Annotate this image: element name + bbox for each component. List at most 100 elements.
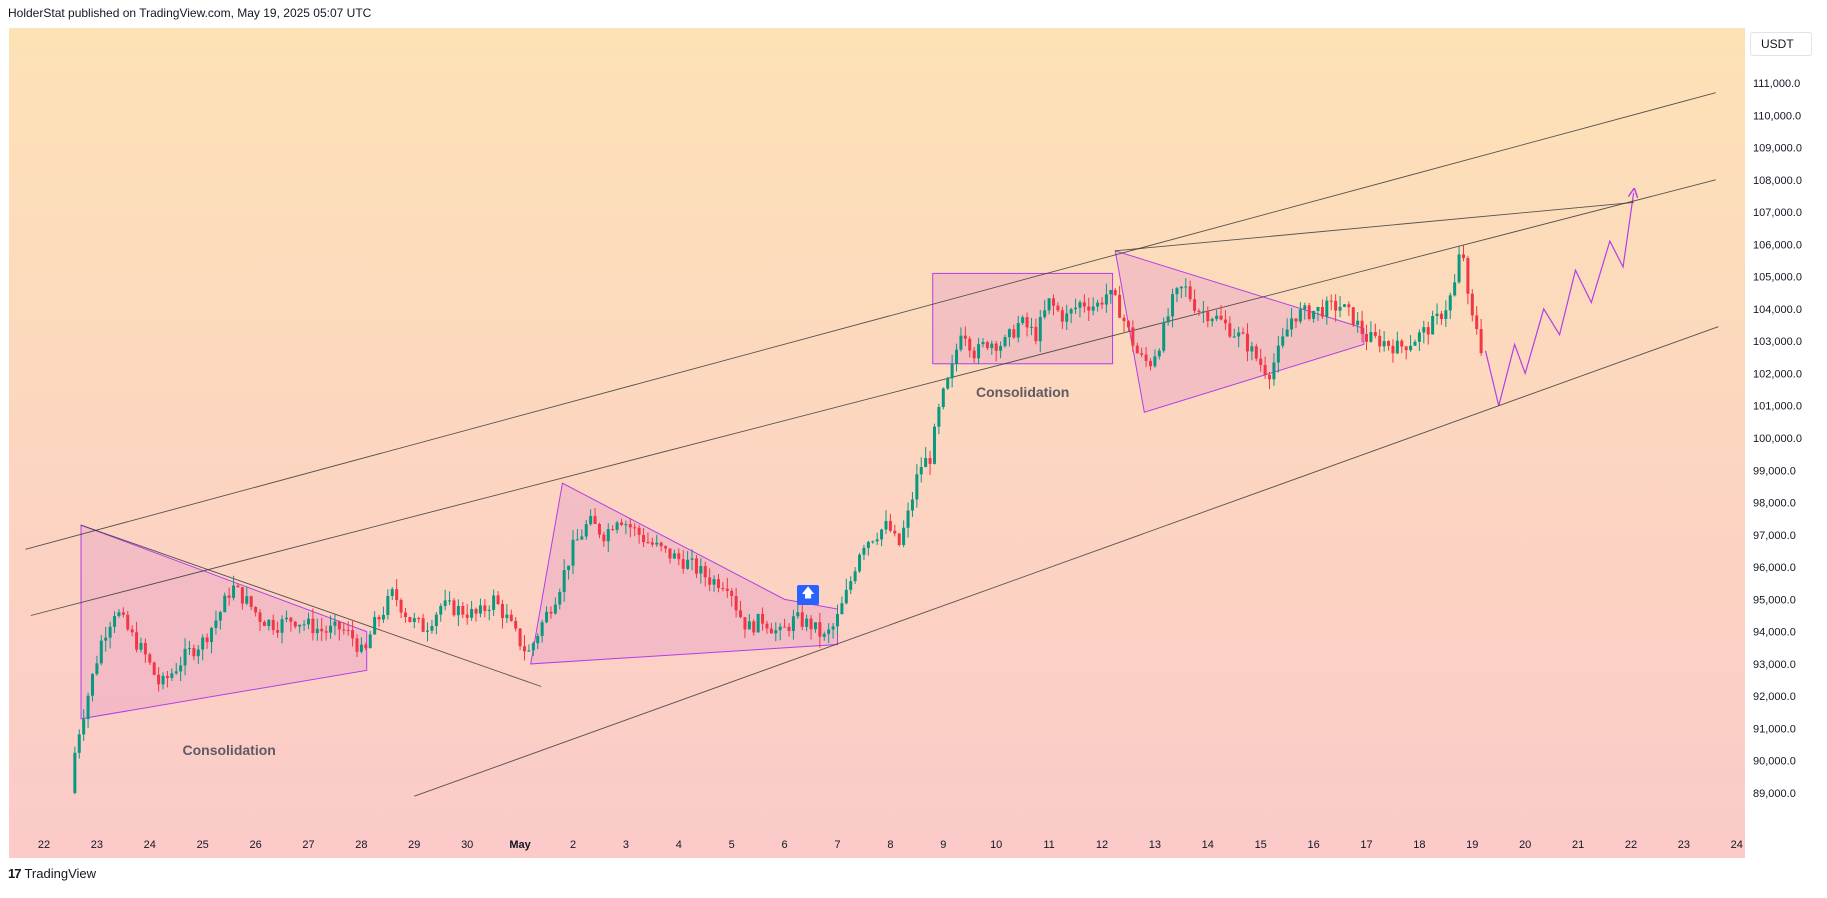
candle-body [800,612,804,627]
candle-body [386,596,390,615]
candle-body [681,559,685,569]
candle-body [1479,328,1483,354]
candle-body [1312,310,1316,319]
candle-body [355,638,359,652]
candle-body [82,719,86,735]
candle-body [245,596,249,604]
candle-body [1254,346,1258,359]
candle-body [1444,310,1448,319]
candle-body [1148,360,1152,367]
x-tick-label: 5 [729,839,735,851]
candle-body [853,571,857,582]
candle-body [1223,319,1227,324]
currency-label[interactable]: USDT [1750,32,1812,56]
candle-body [1012,329,1016,338]
candle-body [985,342,989,349]
candle-body [359,644,363,652]
candle-body [1069,309,1073,314]
candle-body [611,529,615,531]
candle-body [1268,374,1272,380]
candle-body [403,612,407,618]
y-tick-label: 91,000.0 [1753,723,1796,735]
x-tick-label: 7 [834,839,840,851]
trendline[interactable] [80,524,542,687]
candle-body [448,600,452,602]
x-tick-label: 21 [1572,839,1584,851]
trendline[interactable] [414,326,1719,797]
candle-body [523,646,527,652]
y-tick-label: 97,000.0 [1753,530,1796,542]
candle-body [796,612,800,617]
candle-body [1052,298,1056,306]
candle-body [831,626,835,630]
candle-body [113,615,117,627]
candle-body [1100,302,1104,305]
candle-body [694,558,698,574]
candle-body [1237,332,1241,337]
candle-body [1245,333,1249,352]
candle-body [1219,315,1223,320]
up-arrow-icon[interactable]: 🡅 [797,585,819,605]
x-tick-label: 24 [144,839,156,851]
candle-body [1043,310,1047,318]
candle-body [135,632,139,650]
candle-body [932,426,936,464]
x-tick-label: 26 [249,839,261,851]
candle-body [774,630,778,634]
candle-body [329,625,333,633]
x-tick-label: 3 [623,839,629,851]
candle-body [1360,320,1364,334]
y-tick-label: 90,000.0 [1753,756,1796,768]
consolidation-triangle-pattern[interactable] [80,524,368,720]
projection-path[interactable] [1484,193,1634,406]
candle-body [1307,305,1311,319]
candle-body [121,612,125,615]
trendline[interactable] [1115,201,1634,252]
candle-body [827,629,831,634]
candle-body [395,589,399,600]
tradingview-logo-icon: 17 [8,866,22,881]
footer-brand[interactable]: 17 TradingView [8,866,96,881]
candle-body [1166,316,1170,323]
x-tick-label: 30 [461,839,473,851]
candle-body [104,637,108,641]
candle-body [302,624,306,626]
candle-body [659,542,663,547]
trendline[interactable] [30,179,1716,616]
candle-body [165,675,169,678]
candle-body [1188,286,1192,300]
candle-body [558,592,562,605]
candle-body [152,662,156,675]
candle-body [963,335,967,339]
trendline[interactable] [25,92,1716,550]
candle-body [236,585,240,588]
candle-body [637,527,641,535]
candle-body [1431,315,1435,335]
candle-body [465,614,469,618]
candle-body [474,608,478,614]
candle-body [906,510,910,528]
candle-body [1290,318,1294,330]
candle-body [298,624,302,627]
candle-body [844,589,848,604]
candle-body [1016,323,1020,338]
y-tick-label: 94,000.0 [1753,627,1796,639]
candle-body [276,630,280,633]
candle-body [364,644,368,649]
candle-body [1184,286,1188,288]
candle-body [143,643,147,655]
x-tick-label: 22 [1625,839,1637,851]
candle-body [1466,258,1470,294]
candle-body [1325,300,1329,317]
candle-body [990,343,994,349]
candle-body [108,626,112,638]
candle-body [1038,317,1042,342]
candle-body [1461,254,1465,259]
candle-body [443,600,447,606]
candle-body [470,608,474,618]
candle-body [227,595,231,598]
candle-body [262,622,266,627]
candle-body [549,611,553,614]
